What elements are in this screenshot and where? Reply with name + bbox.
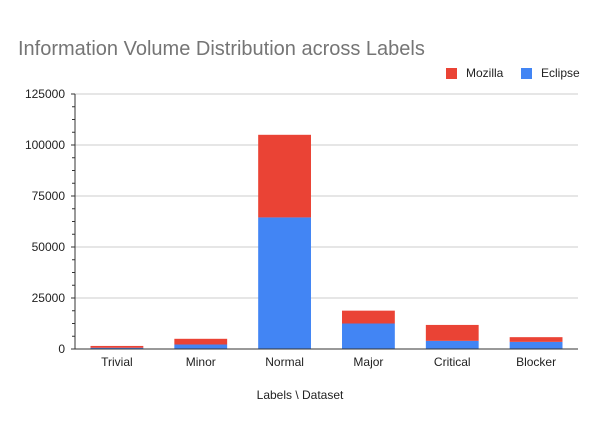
chart-title: Information Volume Distribution across L… (18, 38, 425, 60)
bar-eclipse-normal (258, 217, 311, 349)
y-tick-label: 0 (58, 342, 65, 356)
bar-mozilla-critical (425, 324, 479, 341)
bar-eclipse-minor (174, 344, 228, 349)
x-tick-label: Critical (434, 355, 471, 369)
bar-eclipse-major (342, 323, 395, 349)
legend-item-mozilla: Mozilla (446, 66, 503, 80)
y-tick-label: 25000 (32, 291, 66, 305)
x-tick-label: Normal (265, 355, 304, 369)
legend-swatch-eclipse (521, 67, 532, 79)
legend-swatch-mozilla (446, 67, 457, 79)
x-tick-label: Minor (186, 355, 216, 369)
y-tick-label: 50000 (32, 240, 66, 254)
y-tick-label: 125000 (25, 87, 65, 101)
bar-mozilla-blocker (509, 337, 563, 342)
bar-mozilla-trivial (90, 345, 144, 348)
legend-label-mozilla: Mozilla (466, 66, 504, 80)
bar-mozilla-major (342, 310, 395, 324)
bar-mozilla-normal (258, 134, 311, 218)
x-tick-label: Major (353, 355, 383, 369)
legend-label-eclipse: Eclipse (541, 66, 580, 80)
bar-eclipse-critical (425, 340, 479, 349)
bar-mozilla-minor (174, 338, 228, 345)
x-tick-label: Blocker (516, 355, 556, 369)
y-tick-label: 75000 (32, 189, 66, 203)
legend-item-eclipse: Eclipse (521, 66, 580, 80)
x-tick-label: Trivial (101, 355, 133, 369)
bar-eclipse-trivial (90, 347, 144, 349)
bar-eclipse-blocker (509, 341, 563, 349)
x-axis-label: Labels \ Dataset (256, 388, 344, 402)
y-tick-label: 100000 (25, 138, 65, 152)
